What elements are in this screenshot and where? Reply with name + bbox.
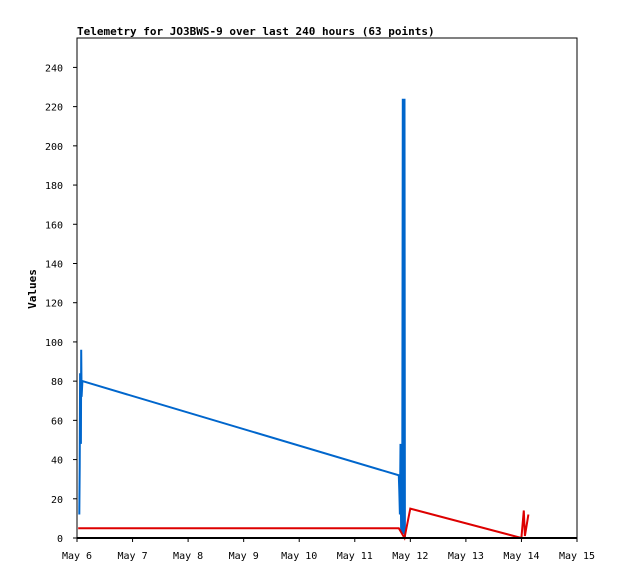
y-axis-label: Values — [26, 269, 39, 309]
chart-title: Telemetry for JO3BWS-9 over last 240 hou… — [77, 25, 435, 38]
y-tick-label: 80 — [51, 377, 63, 388]
y-axis: 0 20 40 60 80 100 120 140 160 180 200 220 240 — [45, 63, 77, 545]
y-tick-label: 40 — [51, 456, 63, 467]
x-tick-label: May 8 — [173, 551, 203, 562]
x-tick-label: May 15 — [559, 551, 595, 562]
x-tick-label: May 7 — [118, 551, 148, 562]
y-tick-label: 20 — [51, 495, 63, 506]
x-axis: May 6 May 7 May 8 May 9 May 10 May 11 May 12 Ma… — [62, 538, 595, 562]
series-line-2 — [78, 507, 530, 541]
y-tick-label: 160 — [45, 220, 63, 231]
series-line-1 — [78, 98, 406, 539]
x-tick-label: May 14 — [503, 551, 539, 562]
y-tick-label: 60 — [51, 416, 63, 427]
x-tick-label: May 11 — [337, 551, 373, 562]
x-tick-label: May 12 — [392, 551, 428, 562]
y-tick-label: 220 — [45, 103, 63, 114]
y-tick-label: 240 — [45, 63, 63, 74]
x-tick-label: May 6 — [62, 551, 92, 562]
series-layer — [77, 98, 577, 541]
x-tick-label: May 10 — [281, 551, 317, 562]
y-tick-label: 120 — [45, 299, 63, 310]
y-tick-label: 180 — [45, 181, 63, 192]
y-tick-label: 100 — [45, 338, 63, 349]
y-tick-label: 0 — [57, 534, 63, 545]
plot-area — [76, 37, 578, 539]
y-tick-label: 200 — [45, 142, 63, 153]
x-tick-label: May 9 — [229, 551, 259, 562]
y-tick-label: 140 — [45, 259, 63, 270]
x-tick-label: May 13 — [448, 551, 484, 562]
